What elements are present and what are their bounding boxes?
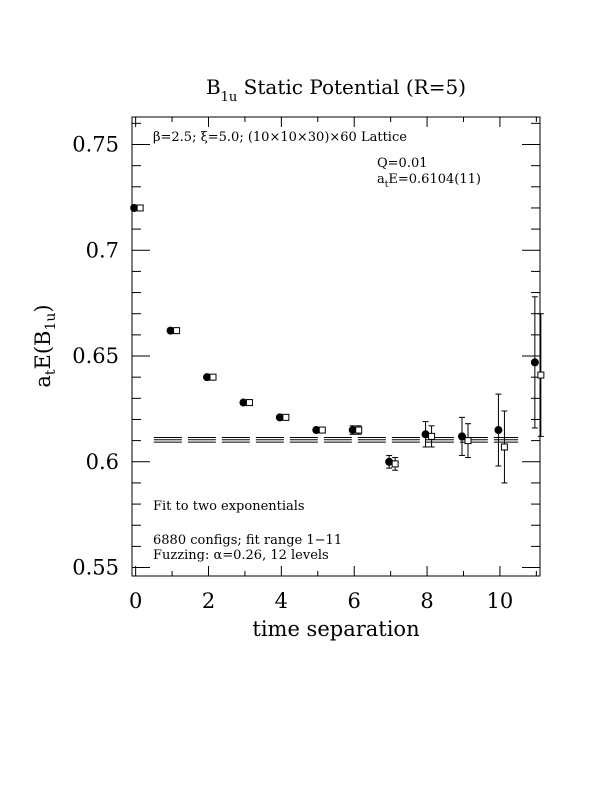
data-point-open <box>500 443 508 451</box>
data-point-open <box>245 399 253 407</box>
x-tick-label: 8 <box>420 589 433 613</box>
y-tick-label: 0.55 <box>72 556 119 580</box>
fuzzing-annotation: Fuzzing: α=0.26, 12 levels <box>153 548 329 563</box>
x-tick-labels: 0 2 4 6 8 10 <box>129 589 513 613</box>
y-tick-label: 0.7 <box>86 238 119 262</box>
x-tick-label: 0 <box>129 589 142 613</box>
q-annotation: Q=0.01 <box>377 156 428 171</box>
y-axis-title: atE(B1u) <box>31 304 59 387</box>
data-point-filled <box>312 426 321 435</box>
y-tick-label: 0.65 <box>72 344 119 368</box>
data-point-open <box>355 426 363 434</box>
lattice-annotation: β=2.5; ξ=5.0; (10×10×30)×60 Lattice <box>153 130 407 145</box>
x-tick-label: 10 <box>487 589 514 613</box>
data-point-open <box>136 204 144 212</box>
data-point-open <box>209 373 217 381</box>
x-tick-label: 4 <box>275 589 288 613</box>
fit-method-annotation: Fit to two exponentials <box>153 499 305 514</box>
chart-title: B1u Static Potential (R=5) <box>206 75 466 105</box>
data-point-open <box>428 432 436 440</box>
data-point-open <box>282 413 290 421</box>
y-tick-label: 0.75 <box>72 132 119 156</box>
configs-annotation: 6880 configs; fit range 1−11 <box>153 533 342 548</box>
fit-band <box>153 436 519 443</box>
data-point-filled <box>275 413 284 422</box>
data-point-filled <box>166 326 175 335</box>
data-point-open <box>391 460 399 468</box>
data-point-filled <box>348 426 357 435</box>
y-tick-label: 0.6 <box>86 450 119 474</box>
data-point-open <box>464 437 472 445</box>
x-tick-label: 2 <box>202 589 215 613</box>
energy-annotation: atE=0.6104(11) <box>377 172 481 190</box>
data-point-filled <box>130 203 139 212</box>
data-point-filled <box>385 457 394 466</box>
data-point-filled <box>239 398 248 407</box>
data-point-filled <box>530 358 539 367</box>
data-point-filled <box>494 426 503 435</box>
data-point-filled <box>458 432 466 441</box>
x-axis-title: time separation <box>252 617 419 641</box>
data-point-open <box>318 426 326 434</box>
data-point-filled <box>421 430 430 439</box>
x-tick-label: 6 <box>348 589 361 613</box>
data-point-open <box>537 371 545 379</box>
y-tick-labels: 0.55 0.6 0.65 0.7 0.75 <box>72 132 119 579</box>
data-point-open <box>173 327 181 335</box>
data-point-filled <box>203 373 211 382</box>
plot-frame <box>131 116 541 577</box>
series-layer <box>130 203 545 484</box>
